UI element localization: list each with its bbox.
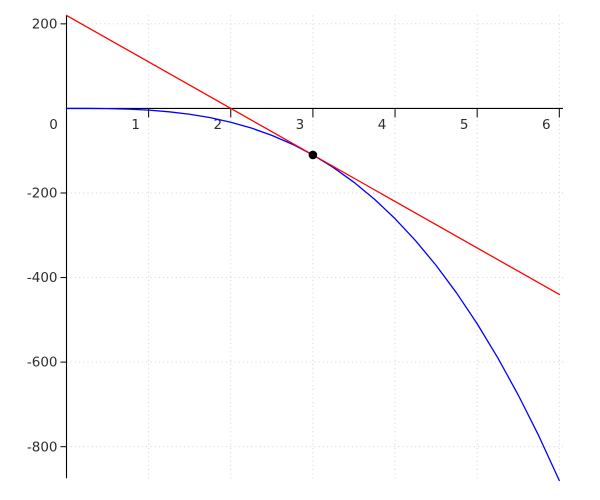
x-tick-label: 2 [213,117,222,133]
y-tick-label: -200 [27,186,58,202]
x-tick-label: 3 [296,117,305,133]
tick-marks [60,23,560,448]
x-tick-label: 4 [378,117,387,133]
tick-labels: 0 1 2 3 4 5 6 200 -200 -400 -600 -800 [27,16,551,455]
gridlines [66,15,563,479]
axes [65,15,563,479]
function-curve [65,107,560,482]
y-tick-label: -400 [27,270,58,286]
x-tick-label: 0 [49,117,58,133]
y-tick-label: -600 [27,355,58,371]
x-tick-label: 1 [131,117,140,133]
tangent-point-marker [308,150,318,160]
y-tick-label: 200 [32,16,58,32]
y-tick-label: -800 [27,439,58,455]
x-tick-label: 5 [460,117,469,133]
x-tick-label: 6 [542,117,551,133]
